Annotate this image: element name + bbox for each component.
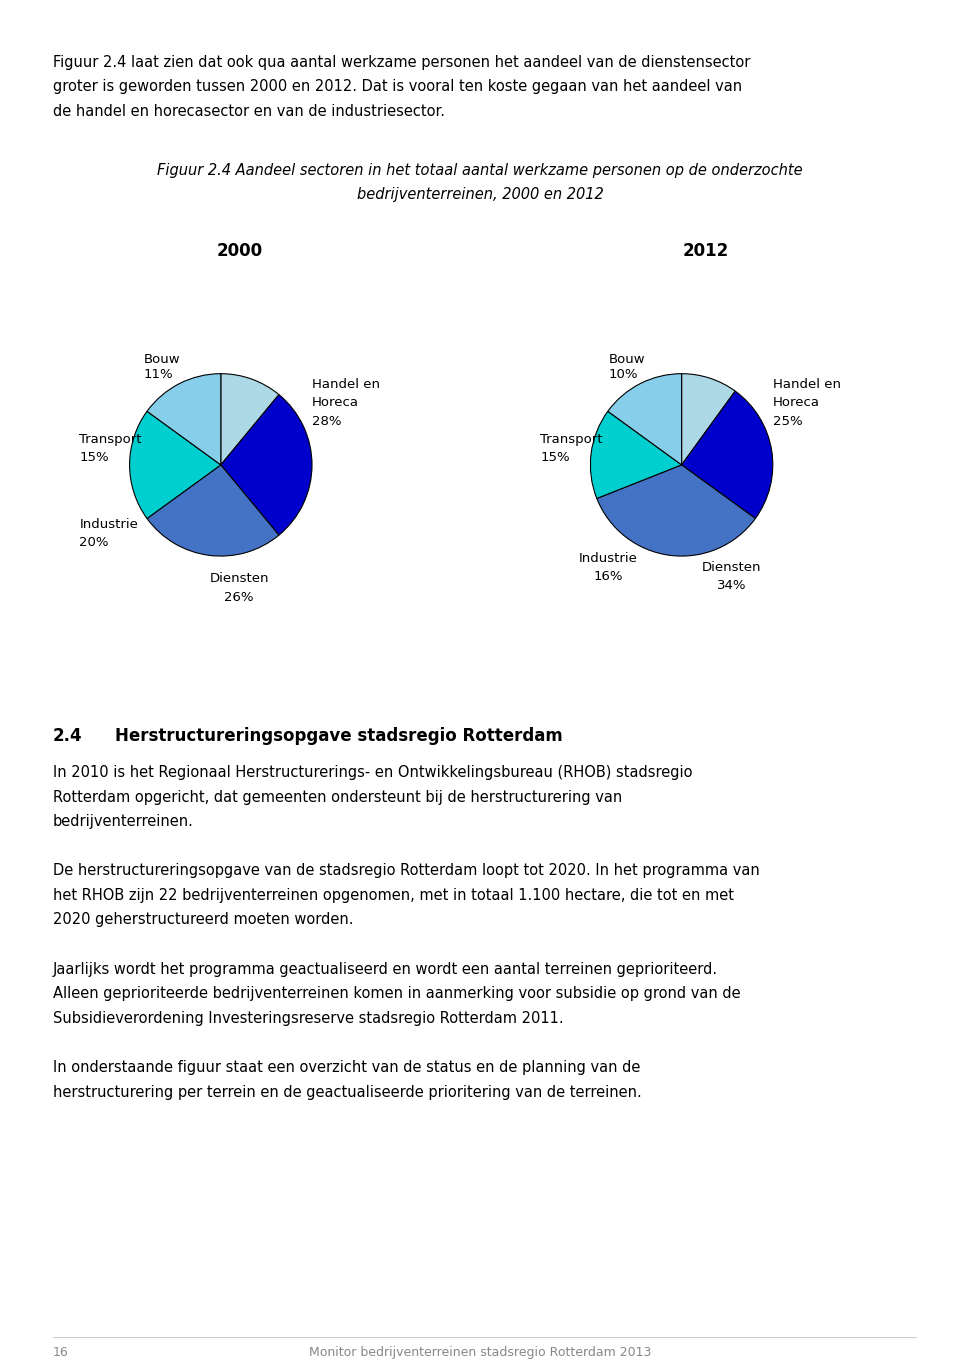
Text: 2020 geherstructureerd moeten worden.: 2020 geherstructureerd moeten worden. xyxy=(53,912,353,928)
Text: 2000: 2000 xyxy=(217,242,263,260)
Text: Transport: Transport xyxy=(80,433,142,445)
Text: Horeca: Horeca xyxy=(773,396,820,410)
Text: 26%: 26% xyxy=(225,590,253,604)
Text: Monitor bedrijventerreinen stadsregio Rotterdam 2013: Monitor bedrijventerreinen stadsregio Ro… xyxy=(309,1346,651,1359)
Text: de handel en horecasector en van de industriesector.: de handel en horecasector en van de indu… xyxy=(53,104,444,119)
Text: Industrie: Industrie xyxy=(80,518,138,530)
Text: Subsidieverordening Investeringsreserve stadsregio Rotterdam 2011.: Subsidieverordening Investeringsreserve … xyxy=(53,1011,564,1026)
Text: Rotterdam opgericht, dat gemeenten ondersteunt bij de herstructurering van: Rotterdam opgericht, dat gemeenten onder… xyxy=(53,790,622,805)
Text: In onderstaande figuur staat een overzicht van de status en de planning van de: In onderstaande figuur staat een overzic… xyxy=(53,1060,640,1075)
Text: 34%: 34% xyxy=(717,579,747,591)
Wedge shape xyxy=(147,464,279,556)
Wedge shape xyxy=(597,464,756,556)
Text: 16: 16 xyxy=(53,1346,68,1359)
Text: De herstructureringsopgave van de stadsregio Rotterdam loopt tot 2020. In het pr: De herstructureringsopgave van de stadsr… xyxy=(53,863,759,878)
Text: bedrijventerreinen.: bedrijventerreinen. xyxy=(53,814,194,829)
Text: 10%: 10% xyxy=(609,367,638,381)
Text: 25%: 25% xyxy=(773,415,803,428)
Wedge shape xyxy=(682,374,735,464)
Wedge shape xyxy=(682,391,773,519)
Text: Jaarlijks wordt het programma geactualiseerd en wordt een aantal terreinen gepri: Jaarlijks wordt het programma geactualis… xyxy=(53,962,718,977)
Wedge shape xyxy=(590,411,682,499)
Text: bedrijventerreinen, 2000 en 2012: bedrijventerreinen, 2000 en 2012 xyxy=(356,187,604,202)
Text: Handel en: Handel en xyxy=(312,378,380,391)
Text: Herstructureringsopgave stadsregio Rotterdam: Herstructureringsopgave stadsregio Rotte… xyxy=(115,727,563,744)
Text: 11%: 11% xyxy=(143,367,173,381)
Text: 15%: 15% xyxy=(540,451,570,464)
Text: Transport: Transport xyxy=(540,433,603,445)
Wedge shape xyxy=(221,374,279,464)
Text: In 2010 is het Regionaal Herstructurerings- en Ontwikkelingsbureau (RHOB) stadsr: In 2010 is het Regionaal Herstructurerin… xyxy=(53,765,692,780)
Text: Industrie: Industrie xyxy=(579,552,638,564)
Text: Bouw: Bouw xyxy=(609,354,645,366)
Wedge shape xyxy=(147,374,221,464)
Text: Diensten: Diensten xyxy=(702,560,761,574)
Text: herstructurering per terrein en de geactualiseerde prioritering van de terreinen: herstructurering per terrein en de geact… xyxy=(53,1085,641,1100)
Text: 2012: 2012 xyxy=(683,242,729,260)
Text: Bouw: Bouw xyxy=(143,354,180,366)
Text: groter is geworden tussen 2000 en 2012. Dat is vooral ten koste gegaan van het a: groter is geworden tussen 2000 en 2012. … xyxy=(53,79,742,94)
Text: 28%: 28% xyxy=(312,415,342,428)
Wedge shape xyxy=(608,374,682,464)
Text: 20%: 20% xyxy=(80,535,108,549)
Wedge shape xyxy=(221,395,312,535)
Text: Figuur 2.4 laat zien dat ook qua aantal werkzame personen het aandeel van de die: Figuur 2.4 laat zien dat ook qua aantal … xyxy=(53,55,750,70)
Text: 16%: 16% xyxy=(594,570,623,583)
Text: 15%: 15% xyxy=(80,451,109,464)
Text: Alleen geprioriteerde bedrijventerreinen komen in aanmerking voor subsidie op gr: Alleen geprioriteerde bedrijventerreinen… xyxy=(53,986,740,1001)
Text: Handel en: Handel en xyxy=(773,378,841,391)
Wedge shape xyxy=(130,411,221,519)
Text: Diensten: Diensten xyxy=(209,572,269,586)
Text: Figuur 2.4 Aandeel sectoren in het totaal aantal werkzame personen op de onderzo: Figuur 2.4 Aandeel sectoren in het totaa… xyxy=(157,163,803,178)
Text: het RHOB zijn 22 bedrijventerreinen opgenomen, met in totaal 1.100 hectare, die : het RHOB zijn 22 bedrijventerreinen opge… xyxy=(53,888,733,903)
Text: Horeca: Horeca xyxy=(312,396,359,410)
Text: 2.4: 2.4 xyxy=(53,727,83,744)
